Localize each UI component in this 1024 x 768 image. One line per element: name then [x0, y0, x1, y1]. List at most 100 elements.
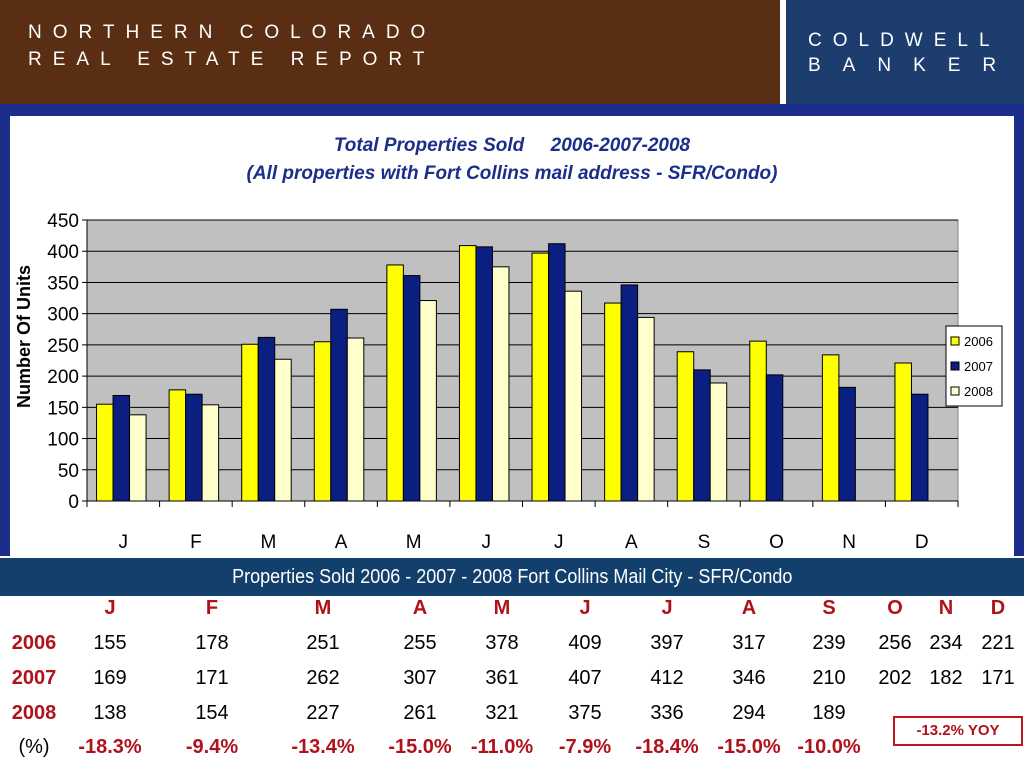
y-tick-label: 150 [47, 398, 79, 419]
chart-panel: Total Properties Sold 2006-2007-2008 (All… [10, 116, 1014, 556]
table-month-header: J [579, 597, 591, 619]
table-cell: 407 [568, 667, 602, 689]
bar-2008 [346, 337, 365, 502]
table-month-header: A [741, 597, 757, 619]
table-month-header: O [887, 597, 903, 619]
table-row-label: 2006 [11, 632, 57, 654]
plot-area [86, 219, 959, 502]
bar-2008 [419, 300, 437, 502]
bar-2008 [129, 414, 147, 502]
bar-2007 [693, 369, 711, 502]
table-cell: 294 [732, 702, 766, 724]
table-cell: 361 [485, 667, 519, 689]
bar-2007 [475, 246, 493, 502]
x-tick-label: A [625, 532, 638, 553]
bar-2006 [96, 403, 114, 502]
table-pct-label: (%) [18, 736, 50, 758]
table-cell: 182 [929, 667, 963, 689]
y-axis-label: Number Of Units [14, 265, 34, 408]
bar-2006 [241, 343, 259, 502]
report-title-line1: NORTHERN COLORADO [28, 22, 437, 43]
y-tick-label: 50 [58, 461, 79, 482]
table-pct-cell: -18.4% [635, 736, 699, 758]
bar-2006 [386, 264, 404, 502]
x-tick-label: M [406, 532, 422, 553]
legend-swatch [950, 336, 960, 346]
table-pct-cell: -15.0% [388, 736, 452, 758]
x-tick-label: M [261, 532, 277, 553]
bar-2007 [257, 336, 276, 502]
chart-title: Total Properties Sold 2006-2007-2008 [334, 135, 691, 156]
bar-2007 [910, 393, 929, 502]
bar-chart: Total Properties Sold 2006-2007-2008 (All… [14, 135, 1003, 553]
table-month-header: J [104, 597, 116, 619]
table-cell: 412 [650, 667, 684, 689]
bar-2007 [112, 394, 131, 502]
legend-swatch [950, 386, 960, 396]
table-row-label: 2008 [11, 702, 57, 724]
y-tick-label: 200 [47, 367, 79, 388]
table-pct-cell: -18.3% [78, 736, 142, 758]
table-cell: 255 [403, 632, 437, 654]
bar-2008 [201, 404, 220, 502]
bar-2006 [821, 354, 840, 502]
table-cell: 155 [93, 632, 127, 654]
table-month-header: M [493, 597, 511, 619]
table-month-header: J [661, 597, 673, 619]
table-banner: Properties Sold 2006 - 2007 - 2008 Fort … [0, 558, 1024, 596]
bar-2007 [548, 243, 566, 502]
table-pct-cell: -9.4% [185, 736, 239, 758]
table-cell: 189 [812, 702, 846, 724]
table-cell: 169 [93, 667, 127, 689]
table-cell: 262 [306, 667, 340, 689]
legend-label: 2006 [964, 334, 993, 349]
x-tick-label: J [554, 532, 564, 553]
y-tick-label: 400 [47, 242, 79, 263]
bar-2007 [185, 393, 203, 502]
table-cell: 378 [485, 632, 519, 654]
table-cell: 202 [878, 667, 912, 689]
bar-2007 [765, 374, 784, 502]
legend-label: 2008 [964, 384, 993, 399]
bar-2007 [838, 386, 856, 502]
table-cell: 375 [568, 702, 602, 724]
table-month-header: F [205, 597, 219, 619]
bar-2006 [313, 341, 332, 502]
table-cell: 171 [981, 667, 1015, 689]
table-cell: 261 [403, 702, 437, 724]
table-cell: 178 [195, 632, 229, 654]
table-banner-text: Properties Sold 2006 - 2007 - 2008 Fort … [231, 566, 793, 588]
yoy-summary-box: -13.2% YOY [893, 716, 1023, 746]
table-cell: 221 [981, 632, 1015, 654]
table-pct-cell: -11.0% [470, 736, 534, 758]
brand-banner: COLDWELL BANKER [786, 0, 1024, 104]
bar-2008 [491, 266, 510, 502]
table-pct-cell: -13.4% [291, 736, 355, 758]
report-title-line2: REAL ESTATE REPORT [28, 49, 436, 70]
table-pct-cell: -7.9% [558, 736, 612, 758]
table-cell: 397 [650, 632, 684, 654]
table-cell: 336 [650, 702, 684, 724]
x-tick-label: J [119, 532, 128, 553]
bar-2006 [168, 389, 187, 502]
x-tick-label: O [769, 532, 784, 553]
table-pct-cell: -10.0% [797, 736, 861, 758]
bar-2008 [564, 290, 583, 502]
table-cell: 227 [306, 702, 340, 724]
bar-2006 [749, 340, 767, 502]
y-tick-label: 450 [47, 211, 79, 232]
table-month-header: S [822, 597, 836, 619]
y-tick-label: 300 [47, 305, 79, 326]
x-tick-label: N [842, 532, 856, 553]
table-month-header: N [938, 597, 954, 619]
brand-name-line1: COLDWELL [808, 30, 1001, 51]
y-tick-label: 350 [47, 273, 79, 294]
table-cell: 239 [812, 632, 846, 654]
table-cell: 317 [732, 632, 766, 654]
x-tick-label: A [335, 532, 348, 553]
x-tick-label: J [481, 532, 491, 553]
table-cell: 256 [878, 632, 912, 654]
legend-label: 2007 [964, 359, 993, 374]
bar-2007 [620, 284, 639, 502]
bar-2008 [274, 358, 292, 502]
